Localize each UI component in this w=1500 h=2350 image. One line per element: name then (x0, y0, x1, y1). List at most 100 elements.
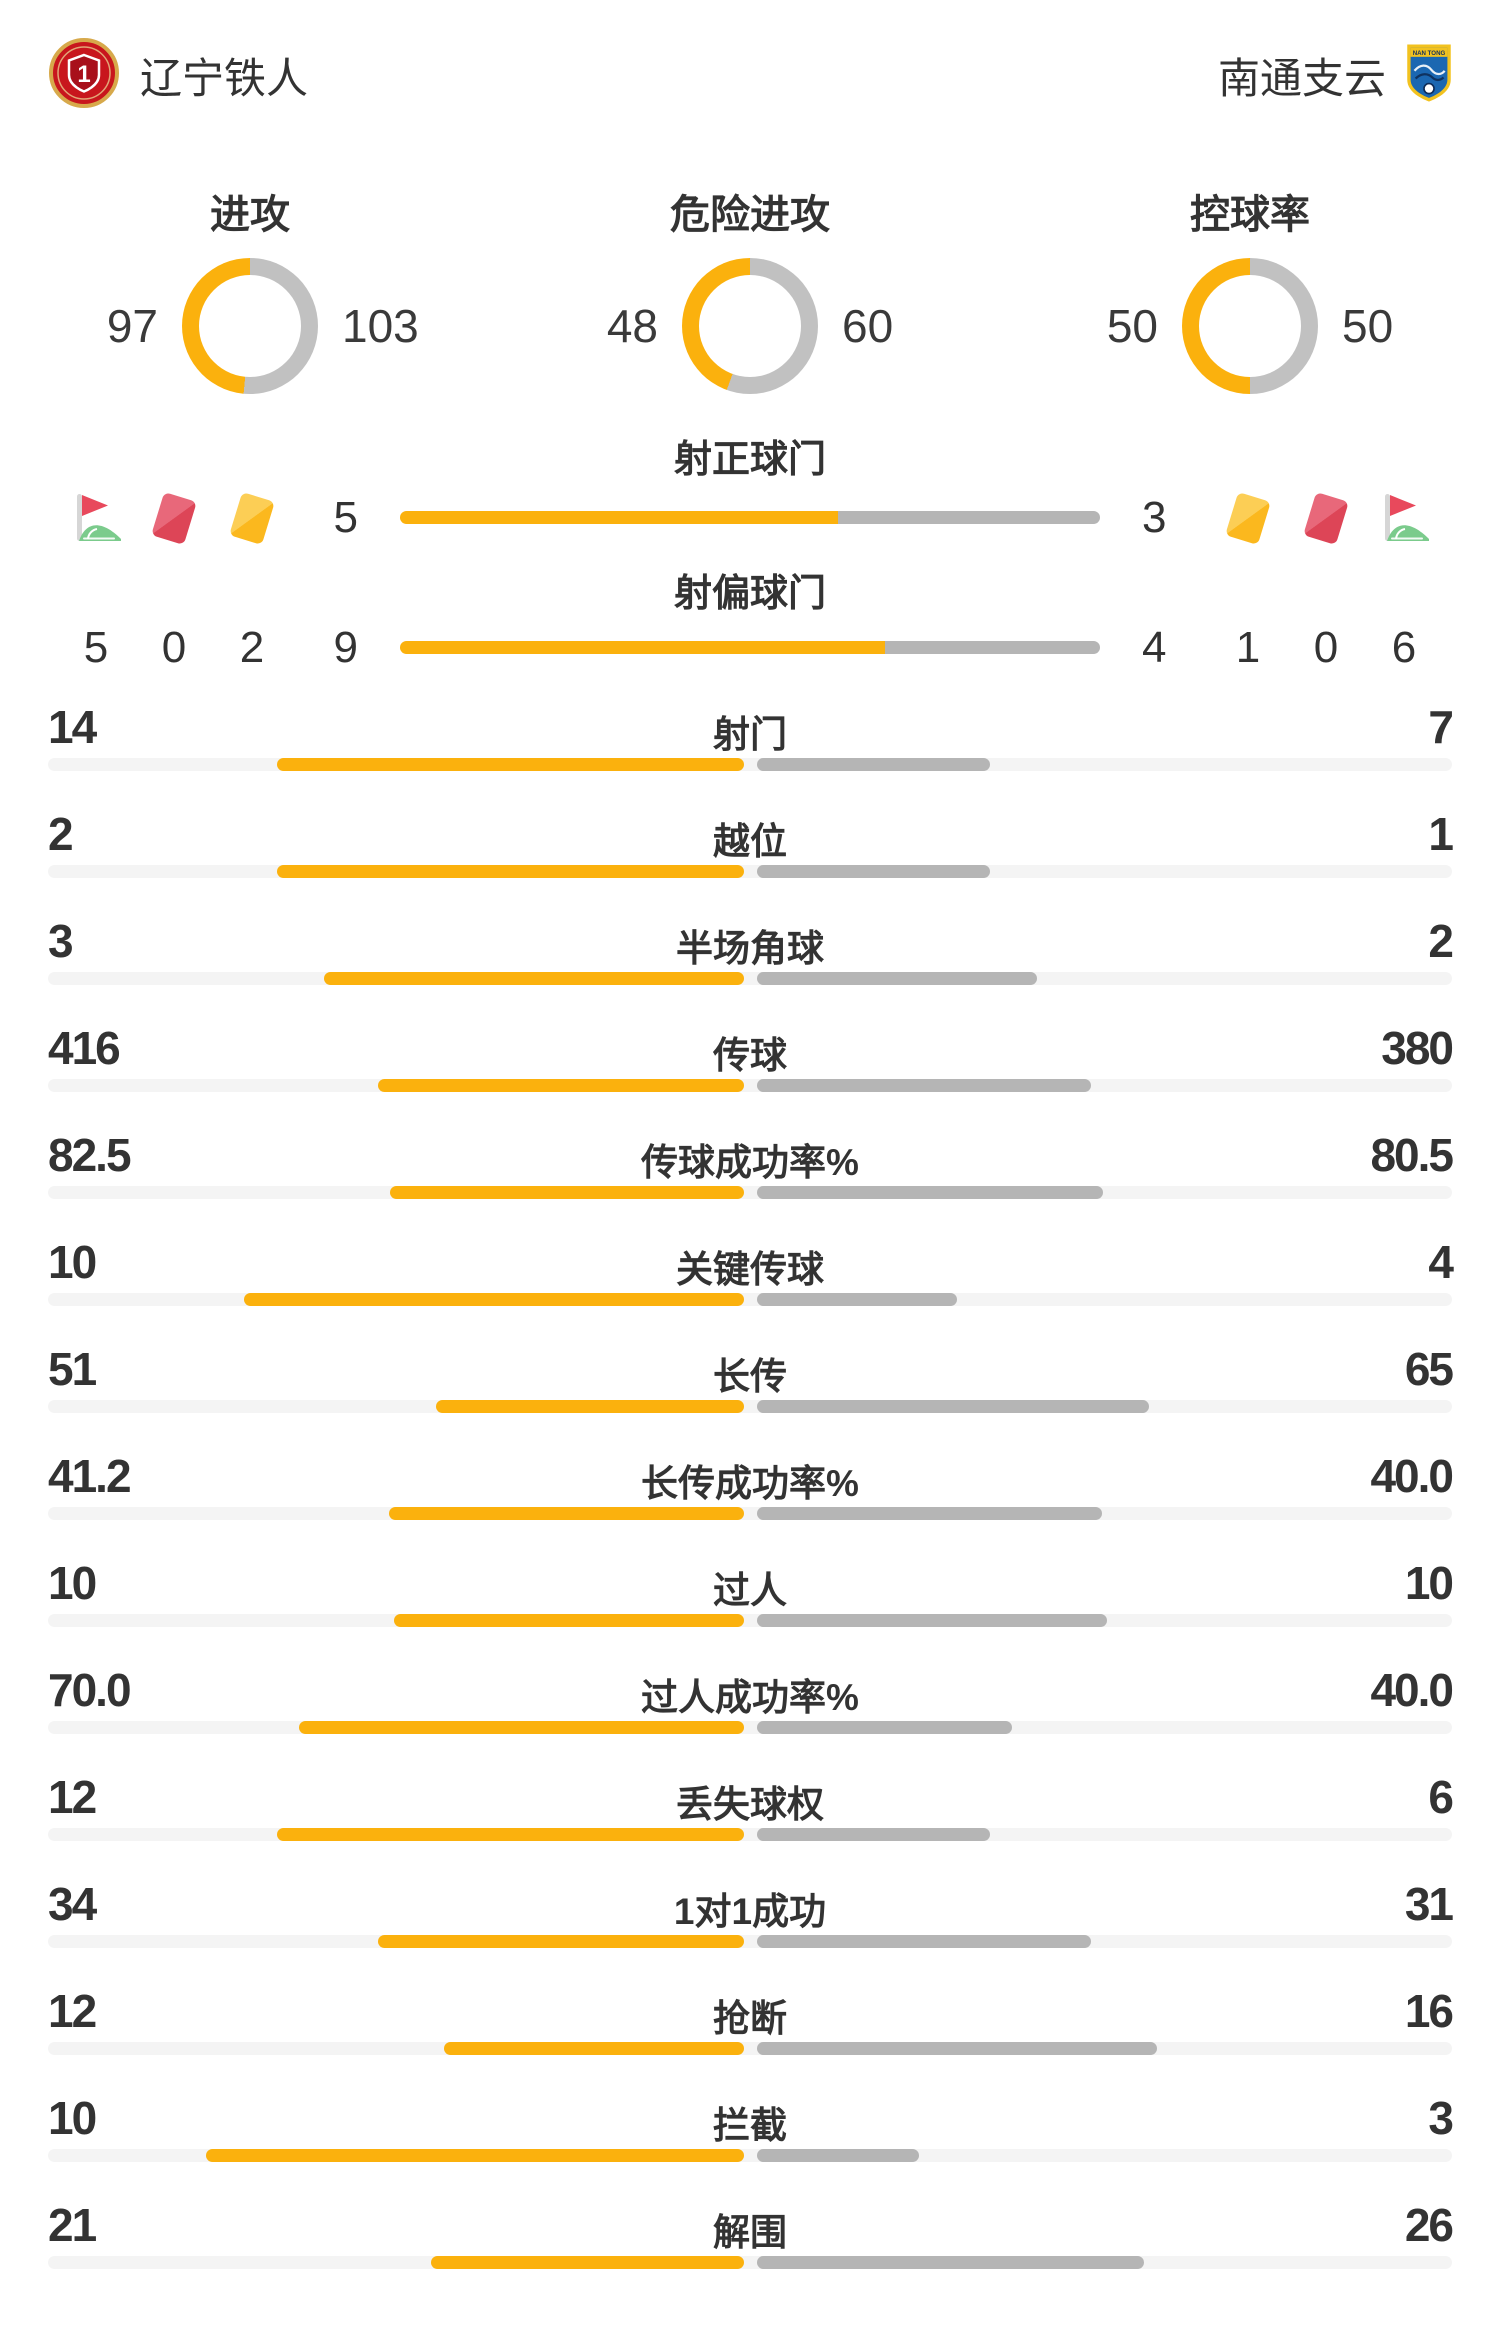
yellow-card-count: 1 (1235, 623, 1261, 672)
red-card-icon (148, 490, 200, 546)
stat-row: 3 半场角球 2 (48, 906, 1454, 1013)
svg-text:NAN TONG: NAN TONG (1413, 50, 1446, 57)
stat-label: 射门 (713, 714, 787, 755)
stat-away-value: 2 (1428, 915, 1454, 967)
corner-flag-count: 6 (1391, 623, 1417, 672)
away-discipline-icons (1222, 482, 1430, 554)
stat-label: 长传 (713, 1356, 787, 1397)
donut-title: 进攻 (210, 193, 290, 237)
stat-home-value: 51 (48, 1343, 97, 1395)
stat-row: 82.5 传球成功率% 80.5 (48, 1120, 1454, 1227)
donut-ring-chart (182, 258, 318, 394)
stat-bar-away-segment (757, 2256, 1145, 2269)
stat-row: 34 1对1成功 31 (48, 1869, 1454, 1976)
stat-row: 10 关键传球 4 (48, 1227, 1454, 1334)
yellow-card-count: 2 (239, 623, 265, 672)
shots-off-target-away: 4 (1142, 623, 1167, 672)
stat-label: 丢失球权 (676, 1784, 824, 1825)
stat-home-value: 10 (48, 2092, 97, 2144)
away-team-crest: NAN TONG (1406, 44, 1452, 107)
donut-away-value: 60 (842, 300, 894, 352)
stat-bar-away-segment (757, 1614, 1107, 1627)
stat-bar-away-segment (757, 1186, 1103, 1199)
stat-home-value: 12 (48, 1985, 97, 2037)
donut-chart-column: 危险进攻 48 60 (500, 182, 1000, 394)
stat-away-value: 4 (1428, 1236, 1454, 1288)
match-header: 1 辽宁铁人 南通支云 NAN TONG (48, 37, 1452, 114)
stat-home-value: 10 (48, 1557, 97, 1609)
stat-bar-home-segment (277, 865, 744, 878)
stat-bar-track (48, 865, 1452, 878)
shots-on-target-row: 5 3 (48, 482, 1452, 554)
red-card-count: 0 (1313, 623, 1339, 672)
stat-bar-away-segment (757, 1293, 957, 1306)
stat-row: 10 过人 10 (48, 1548, 1454, 1655)
donut-home-value: 48 (606, 300, 658, 352)
stat-bar-away-segment (757, 1935, 1091, 1948)
stat-bar-away-segment (757, 1079, 1092, 1092)
stat-label: 1对1成功 (673, 1891, 827, 1932)
shots-on-target-label: 射正球门 (673, 439, 826, 481)
stat-bar-home-segment (298, 1721, 744, 1734)
stat-row: 41.2 长传成功率% 40.0 (48, 1441, 1454, 1548)
stat-bar-away-segment (757, 2149, 919, 2162)
stat-away-value: 1 (1428, 808, 1454, 860)
stat-home-value: 21 (48, 2199, 97, 2251)
red-card-icon (1300, 490, 1352, 546)
stat-row: 70.0 过人成功率% 40.0 (48, 1655, 1454, 1762)
stat-row: 10 拦截 3 (48, 2083, 1454, 2190)
stat-away-value: 3 (1428, 2092, 1454, 2144)
stat-bar-track (48, 1935, 1452, 1948)
yellow-card-icon (1222, 490, 1274, 546)
stat-bar-away-segment (757, 1828, 991, 1841)
stat-bar-home-segment (205, 2149, 744, 2162)
shots-off-target-row: 5 0 2 9 4 1 0 6 (48, 612, 1452, 684)
stat-row: 416 传球 380 (48, 1013, 1454, 1120)
stat-bar-away-segment (757, 1400, 1150, 1413)
donut-title: 控球率 (1190, 193, 1310, 237)
shots-off-target-bar (400, 641, 1100, 654)
shots-off-target-home: 9 (333, 623, 358, 672)
donut-away-value: 50 (1342, 300, 1394, 352)
stat-bar-track (48, 1507, 1452, 1520)
stat-bar-track (48, 972, 1452, 985)
stat-label: 抢断 (713, 1998, 787, 2039)
shots-on-target-home: 5 (333, 493, 358, 542)
donut-section: 进攻 97 103 危险进攻 48 60 控球率 50 50 (0, 182, 1500, 394)
stat-label: 传球成功率% (641, 1142, 859, 1183)
shots-on-target-bar (400, 511, 1100, 524)
stat-label: 关键传球 (676, 1249, 824, 1290)
stat-away-value: 31 (1404, 1878, 1454, 1930)
corner-flag-count: 5 (83, 623, 109, 672)
stat-label: 越位 (713, 821, 787, 862)
donut-away-value: 103 (342, 300, 419, 352)
stat-label: 过人 (713, 1570, 787, 1611)
stat-home-value: 416 (48, 1022, 121, 1074)
stat-home-value: 12 (48, 1771, 97, 1823)
stat-bar-home-segment (436, 1400, 744, 1413)
stat-bar-home-segment (431, 2256, 744, 2269)
stat-bar-track (48, 1828, 1452, 1841)
stat-bar-track (48, 1400, 1452, 1413)
stat-bar-home-segment (377, 1935, 744, 1948)
stat-home-value: 82.5 (48, 1129, 132, 1181)
bar-away-segment (837, 511, 1100, 524)
donut-ring-chart (1182, 258, 1318, 394)
stat-label: 半场角球 (676, 928, 824, 969)
stat-row: 51 长传 65 (48, 1334, 1454, 1441)
stat-bar-home-segment (244, 1293, 744, 1306)
stat-bar-away-segment (757, 758, 991, 771)
stat-bar-home-segment (389, 1186, 744, 1199)
bar-home-segment (400, 641, 885, 654)
stat-bar-track (48, 1186, 1452, 1199)
bar-home-segment (400, 511, 838, 524)
stat-row: 14 射门 7 (48, 692, 1454, 799)
stat-bar-home-segment (378, 1079, 744, 1092)
home-team-crest: 1 (48, 37, 120, 114)
stat-bar-away-segment (757, 1721, 1012, 1734)
svg-text:1: 1 (77, 61, 90, 88)
red-card-count: 0 (161, 623, 187, 672)
stat-bar-home-segment (277, 1828, 744, 1841)
stat-home-value: 70.0 (48, 1664, 132, 1716)
